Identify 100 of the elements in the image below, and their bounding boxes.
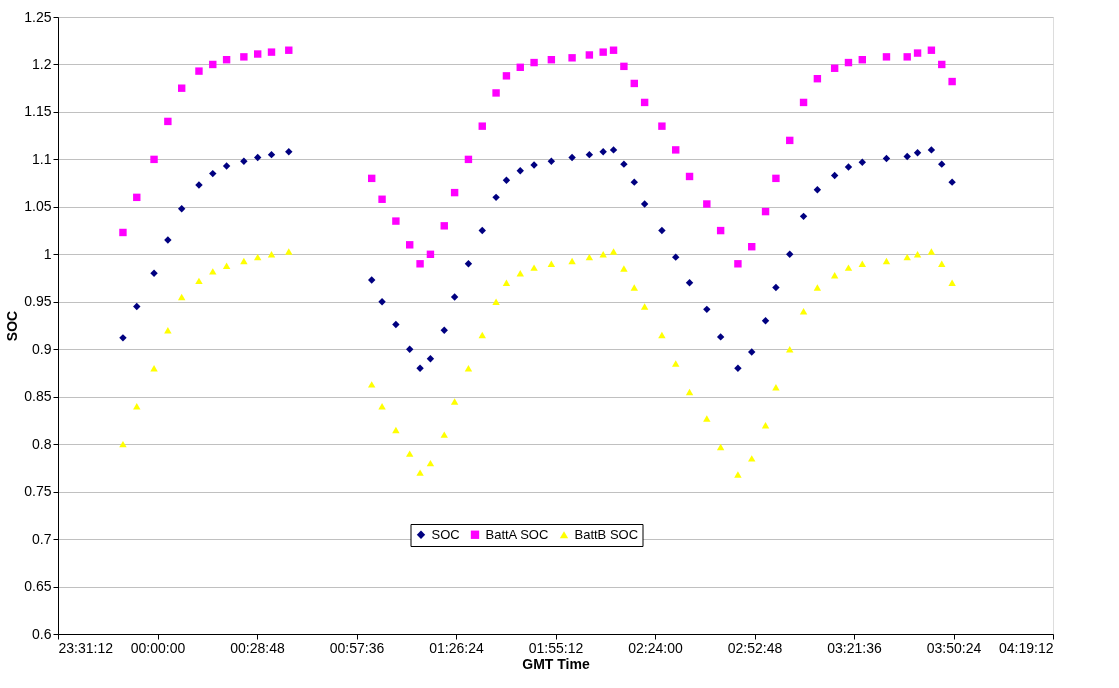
point [620,265,628,272]
point [813,284,822,291]
point [240,157,248,165]
point [830,271,839,279]
point [478,331,486,339]
point [440,431,448,438]
x-tick-label: 02:24:00 [628,639,683,656]
x-axis-title: GMT Time [522,655,590,672]
point [177,205,186,213]
point [640,200,649,208]
point [948,77,956,86]
y-tick-label: 1.15 [24,103,52,120]
x-tick-label: 01:55:12 [528,639,584,656]
point [685,388,694,396]
point [392,320,400,329]
point [478,122,486,130]
point [599,48,607,56]
point [585,150,594,159]
point [209,268,217,275]
point [450,293,459,301]
point [672,253,680,261]
x-tick-label: 00:00:00 [130,639,186,656]
point [568,153,576,162]
point [761,317,770,325]
point [195,67,203,75]
point [927,146,936,154]
x-tick-label: 23:31:12 [58,639,114,656]
point [927,248,936,255]
point [378,195,386,203]
point [703,200,711,208]
point [568,54,576,62]
point [440,326,448,334]
x-tick-label: 03:50:24 [926,639,982,656]
x-tick-label: 01:26:24 [429,639,484,656]
point [938,160,946,168]
point [195,277,203,285]
point [716,333,725,341]
x-tick-label: 04:19:12 [999,639,1054,656]
y-tick-label: 0.7 [32,530,52,547]
point [882,53,891,61]
y-tick-label: 0.95 [24,293,52,310]
point [799,212,808,221]
y-tick-label: 0.9 [32,340,52,357]
point [844,264,853,271]
point [761,421,770,429]
point [177,293,186,301]
point [734,471,742,478]
point [609,248,618,255]
y-tick-label: 0.8 [32,435,52,452]
point [913,149,922,157]
point [502,72,511,80]
point [585,253,594,261]
y-tick-label: 1.2 [32,55,52,72]
point [367,276,376,284]
x-tick-label: 02:52:48 [727,639,783,656]
point [516,270,524,277]
point [502,279,511,286]
point [267,150,276,159]
point [222,162,231,170]
point [903,152,911,161]
point [599,251,607,258]
y-tick-label: 0.75 [24,483,52,500]
point [530,264,538,271]
point [464,260,473,268]
point [406,345,414,353]
point [882,154,891,163]
point [516,167,524,175]
point [599,148,607,156]
point [703,305,711,314]
point [903,53,911,61]
point [392,217,400,225]
point [240,257,248,265]
y-axis-title: SOC [4,310,21,342]
point [672,360,680,367]
point [772,283,780,292]
point [734,260,742,268]
point [913,49,922,57]
point [253,153,262,162]
point [640,303,649,310]
point [426,355,435,363]
legend-label: SOC [431,526,460,542]
y-tick-label: 1.25 [24,8,52,25]
point [416,469,424,476]
y-tick-label: 0.65 [24,578,52,595]
point [406,450,414,457]
point [285,148,293,156]
point [209,169,217,178]
point [630,178,638,186]
point [630,284,638,291]
point [786,250,794,259]
point [164,117,172,126]
point [830,171,839,180]
point [177,84,186,92]
point [703,415,711,422]
point [378,298,386,306]
point [609,146,618,154]
point [547,260,556,268]
point [492,89,500,97]
point [672,146,680,154]
point [948,279,956,286]
